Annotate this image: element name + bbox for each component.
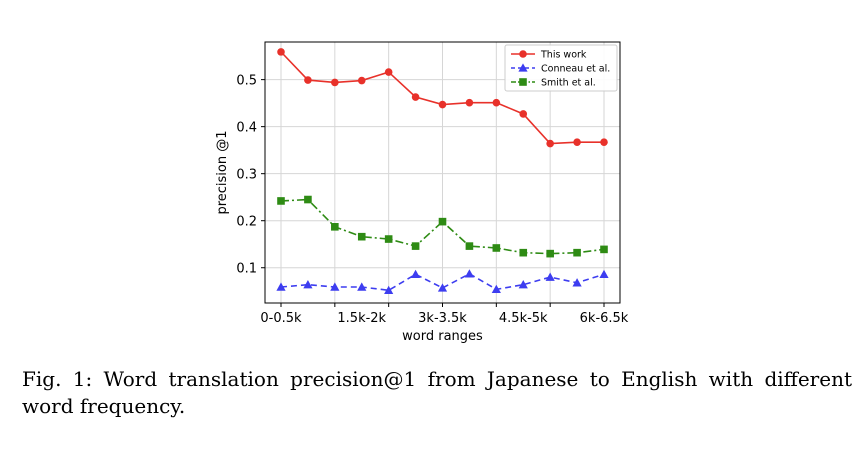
data-point bbox=[303, 280, 313, 289]
data-point bbox=[437, 283, 448, 292]
data-point bbox=[357, 282, 367, 291]
x-tick-label: 0-0.5k bbox=[260, 311, 302, 326]
data-point bbox=[545, 272, 555, 281]
legend-item: Smith et al. bbox=[511, 78, 596, 89]
data-point bbox=[600, 245, 608, 254]
legend-label: Smith et al. bbox=[541, 78, 596, 89]
data-point bbox=[277, 48, 285, 56]
data-point bbox=[519, 248, 528, 257]
data-point bbox=[600, 138, 608, 146]
data-point bbox=[492, 244, 501, 252]
y-tick-label: 0.1 bbox=[236, 262, 257, 277]
data-point bbox=[464, 269, 475, 278]
series-this-work bbox=[277, 48, 608, 148]
legend-marker bbox=[519, 78, 527, 86]
legend-item: This work bbox=[511, 50, 587, 61]
figure-caption: Fig. 1: Word translation precision@1 fro… bbox=[22, 367, 852, 418]
y-tick-label: 0.4 bbox=[236, 121, 257, 136]
data-point bbox=[465, 98, 474, 107]
data-point bbox=[546, 139, 554, 148]
data-point bbox=[357, 76, 366, 85]
x-tick-label: 6k-6.5k bbox=[580, 311, 629, 326]
legend-marker bbox=[519, 50, 527, 58]
data-point bbox=[573, 138, 581, 146]
legend-label: Conneau et al. bbox=[541, 64, 610, 75]
y-tick-label: 0.3 bbox=[236, 168, 257, 183]
data-point bbox=[491, 284, 501, 294]
x-tick-label: 1.5k-2k bbox=[337, 311, 386, 326]
data-point bbox=[384, 235, 393, 243]
data-point bbox=[304, 195, 312, 204]
data-point bbox=[276, 282, 286, 291]
data-point bbox=[492, 98, 501, 107]
data-point bbox=[572, 278, 582, 287]
data-point bbox=[304, 76, 312, 84]
data-point bbox=[411, 93, 420, 101]
data-point bbox=[411, 242, 420, 250]
legend-item: Conneau et al. bbox=[511, 63, 610, 75]
data-point bbox=[410, 269, 421, 278]
x-tick-label: 4.5k-5k bbox=[499, 311, 548, 326]
x-axis-label: word ranges bbox=[402, 329, 483, 344]
data-point bbox=[331, 223, 339, 231]
x-tick-label: 3k-3.5k bbox=[418, 311, 467, 326]
line-chart: 0-0.5k 1.5k-2k 3k-3.5k 4.5k-5k 6k-6.5k 0.1 0.2… bbox=[215, 41, 629, 344]
legend-label: This work bbox=[540, 50, 587, 61]
y-axis-label: precision @1 bbox=[215, 130, 230, 214]
series-conneau-et-al bbox=[276, 269, 609, 294]
data-point bbox=[384, 285, 394, 294]
data-point bbox=[330, 282, 340, 291]
data-point bbox=[573, 248, 581, 257]
data-point bbox=[438, 217, 447, 226]
legend-marker bbox=[518, 63, 528, 72]
y-tick-label: 0.2 bbox=[236, 215, 257, 230]
y-tick-label: 0.5 bbox=[236, 74, 257, 89]
data-point bbox=[277, 197, 285, 205]
data-point bbox=[331, 78, 339, 87]
data-point bbox=[519, 110, 528, 118]
data-point bbox=[357, 232, 366, 241]
series-smith-et-al bbox=[277, 195, 608, 258]
data-point bbox=[438, 100, 447, 109]
data-point bbox=[465, 242, 474, 250]
data-point bbox=[518, 280, 528, 289]
data-point bbox=[384, 68, 393, 76]
data-point bbox=[546, 249, 554, 258]
data-point bbox=[599, 269, 609, 278]
legend bbox=[504, 44, 618, 92]
